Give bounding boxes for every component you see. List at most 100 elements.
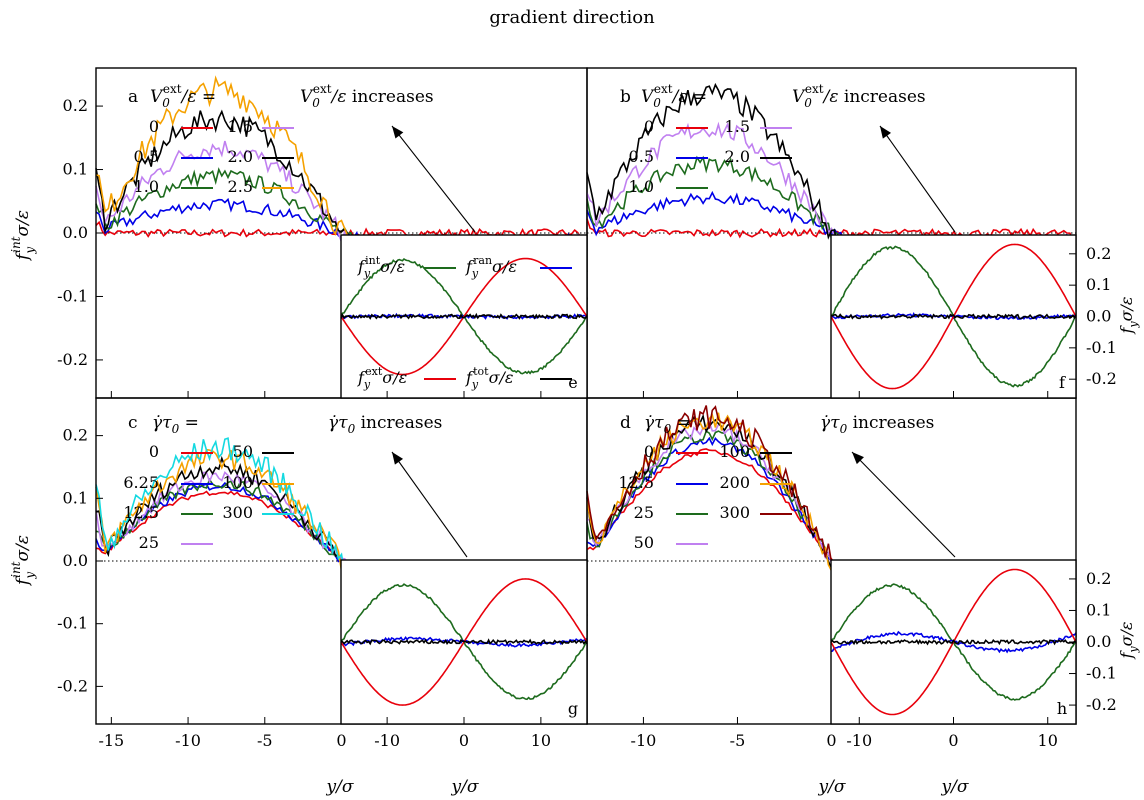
ytick-label-c: -0.1 xyxy=(57,614,88,633)
xlabel-inset-right: y/σ xyxy=(941,777,969,797)
svg-text:1.5: 1.5 xyxy=(228,117,253,136)
ytick-label-f: -0.2 xyxy=(1086,369,1117,388)
ytick-label-f: -0.1 xyxy=(1086,338,1117,357)
xtick-label-h: 0 xyxy=(948,731,958,750)
svg-text:0: 0 xyxy=(149,117,159,136)
svg-text:b: b xyxy=(620,87,631,107)
svg-text:12.5: 12.5 xyxy=(123,503,159,522)
arrow-b xyxy=(879,125,956,233)
panel-f: -0.2 -0.1 0.0 0.1 0.2 f xyxy=(830,234,1117,399)
arrow-a-head xyxy=(392,126,404,139)
ytick-label-a: 0.0 xyxy=(63,223,88,242)
svg-text:0: 0 xyxy=(644,117,654,136)
svg-text:V0ext/ε increases: V0ext/ε increases xyxy=(300,82,434,110)
ytick-label-f: 0.1 xyxy=(1086,275,1111,294)
svg-text:1.0: 1.0 xyxy=(134,177,159,196)
ytick-label-h: -0.1 xyxy=(1086,664,1117,683)
svg-text:2.0: 2.0 xyxy=(725,147,750,166)
ytick-label-f: 0.0 xyxy=(1086,307,1111,326)
svg-text:fyintσ/ε: fyintσ/ε xyxy=(9,535,37,587)
ytick-label-h: -0.2 xyxy=(1086,695,1117,714)
svg-text:γ̇τ0 increases: γ̇τ0 increases xyxy=(820,413,934,436)
panel-h: -0.2 -0.1 0.0 0.1 0.2 -10 0 10 h xyxy=(830,559,1117,750)
ytick-label-f: 0.2 xyxy=(1086,244,1111,263)
svg-text:100: 100 xyxy=(719,442,750,461)
legend-c: c γ̇τ0 = γ̇τ0 increases 0 6.25 12.5 25 5… xyxy=(123,413,442,552)
xtick-label-g: 0 xyxy=(459,731,469,750)
svg-text:1.0: 1.0 xyxy=(629,177,654,196)
svg-text:0: 0 xyxy=(149,442,159,461)
xtick-label-c: -10 xyxy=(175,731,201,750)
svg-text:a: a xyxy=(128,87,138,107)
svg-text:fyσ/ε: fyσ/ε xyxy=(1117,296,1140,334)
panel-group: -0.2 -0.1 0.0 0.1 0.2 -0.2 -0.1 0.0 0.1 0.2 -15 -10… xyxy=(57,67,1117,750)
xtick-label-d: -5 xyxy=(730,731,746,750)
ytick-label-c: 0.2 xyxy=(63,426,88,445)
svg-text:25: 25 xyxy=(139,533,159,552)
ytick-label-a: 0.2 xyxy=(63,96,88,115)
series-f-f_y_tot____ xyxy=(830,313,1077,320)
svg-text:γ̇τ0 =: γ̇τ0 = xyxy=(644,413,691,436)
legend-layer: a V0ext/ε = V0ext/ε increases 0 0.5 1.0 … xyxy=(123,82,934,552)
ytick-label-h: 0.0 xyxy=(1086,632,1111,651)
ytick-label-c: 0.1 xyxy=(63,488,88,507)
ytick-label-a: -0.1 xyxy=(57,286,88,305)
svg-text:c: c xyxy=(128,413,138,433)
xlabel-left: y/σ xyxy=(326,777,354,797)
svg-text:2.0: 2.0 xyxy=(228,147,253,166)
svg-text:50: 50 xyxy=(634,533,654,552)
svg-text:6.25: 6.25 xyxy=(123,473,159,492)
ytick-label-a: 0.1 xyxy=(63,160,88,179)
svg-text:300: 300 xyxy=(222,503,253,522)
figure-title: gradient direction xyxy=(489,7,655,28)
ytick-label-c: 0.0 xyxy=(63,551,88,570)
svg-text:V0ext/ε =: V0ext/ε = xyxy=(150,82,216,110)
xtick-label-d: -10 xyxy=(631,731,657,750)
series-e-f_y_ext____ xyxy=(340,257,588,376)
panel-letter-f: f xyxy=(1059,373,1066,392)
arrow-a xyxy=(391,125,476,233)
legend-a: a V0ext/ε = V0ext/ε increases 0 0.5 1.0 … xyxy=(128,82,434,196)
arrow-c-head xyxy=(392,452,404,465)
ylabel-inset-top: fyσ/ε xyxy=(1117,296,1140,334)
xtick-label-c: 0 xyxy=(336,731,346,750)
arrow-d-head xyxy=(852,452,864,465)
ytick-label-h: 0.2 xyxy=(1086,569,1111,588)
svg-text:25: 25 xyxy=(634,503,654,522)
panel-letter-h: h xyxy=(1057,699,1067,718)
legend-b: b V0ext/ε = V0ext/ε increases 0 0.5 1.0 … xyxy=(620,82,926,196)
series-e-f_y_tot____ xyxy=(340,312,588,320)
ylabel-bottom: fyintσ/ε xyxy=(9,535,37,587)
svg-text:0.5: 0.5 xyxy=(134,147,159,166)
xtick-label-g: -10 xyxy=(374,731,400,750)
svg-text:2.5: 2.5 xyxy=(228,177,253,196)
svg-text:V0ext/ε =: V0ext/ε = xyxy=(641,82,707,110)
svg-text:0: 0 xyxy=(644,442,654,461)
arrow-b-head xyxy=(880,126,892,139)
panel-g: -10 0 10 g xyxy=(340,559,588,750)
svg-text:γ̇τ0 increases: γ̇τ0 increases xyxy=(328,413,442,436)
svg-text:V0ext/ε increases: V0ext/ε increases xyxy=(792,82,926,110)
legend-d: d γ̇τ0 = γ̇τ0 increases 0 12.5 25 50 100… xyxy=(618,413,934,552)
arrow-d xyxy=(851,451,956,558)
ylabel-top: fyintσ/ε xyxy=(9,210,37,262)
panel-letter-e: e xyxy=(568,373,577,392)
svg-text:50: 50 xyxy=(233,442,253,461)
xlabel-inset-left: y/σ xyxy=(451,777,479,797)
svg-text:1.5: 1.5 xyxy=(725,117,750,136)
svg-text:200: 200 xyxy=(719,473,750,492)
svg-text:γ̇τ0 =: γ̇τ0 = xyxy=(152,413,199,436)
svg-text:100: 100 xyxy=(222,473,253,492)
svg-text:0.5: 0.5 xyxy=(629,147,654,166)
ytick-label-h: 0.1 xyxy=(1086,600,1111,619)
ylabel-inset-bottom: fyσ/ε xyxy=(1117,621,1140,659)
xtick-label-d: 0 xyxy=(826,731,836,750)
series-g-f_y_tot____ xyxy=(340,638,588,646)
legend-e: fyintσ/ε fyranσ/ε fyextσ/ε fytotσ/ε xyxy=(357,254,517,391)
ytick-label-a: -0.2 xyxy=(57,350,88,369)
svg-text:300: 300 xyxy=(719,503,750,522)
xtick-label-h: -10 xyxy=(846,731,872,750)
series-h-f_y_tot____ xyxy=(830,638,1077,646)
xtick-label-c: -5 xyxy=(257,731,273,750)
